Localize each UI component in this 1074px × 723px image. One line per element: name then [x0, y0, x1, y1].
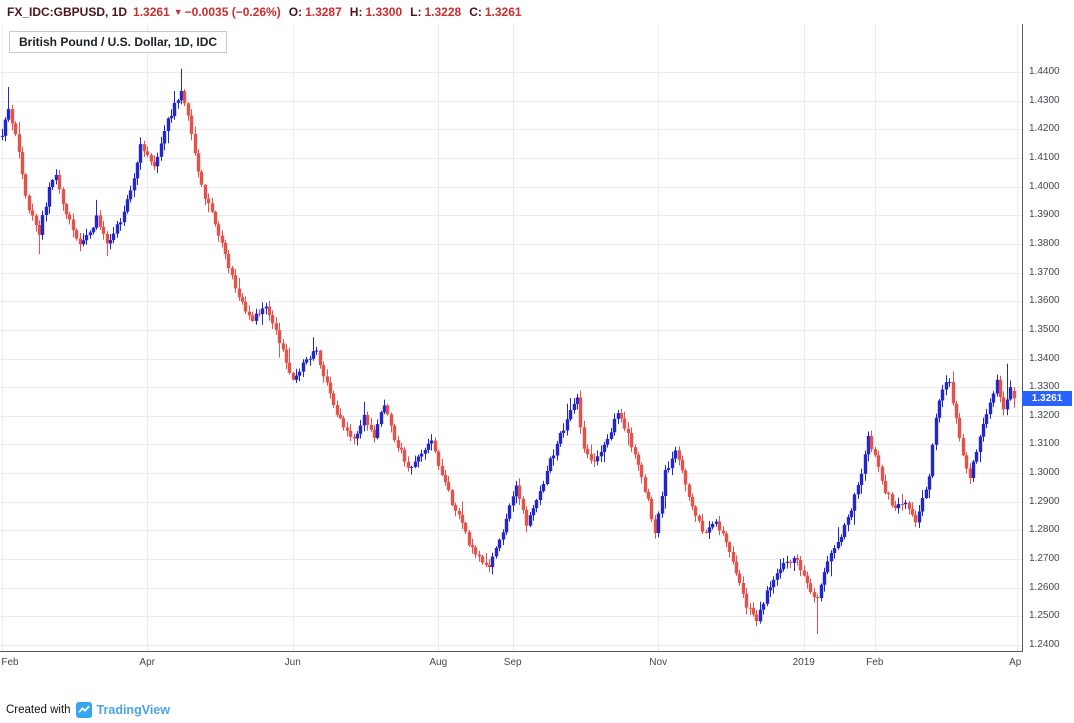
y-axis-label: 1.3100 [1029, 438, 1060, 450]
y-axis-label: 1.2400 [1029, 638, 1060, 650]
y-axis-label: 1.2700 [1029, 553, 1060, 565]
open-label: O: [288, 5, 303, 19]
x-axis-label: 2019 [792, 657, 815, 668]
candles-layer[interactable] [0, 68, 1017, 635]
high-label: H: [349, 5, 363, 19]
price-down-arrow-icon: ▼ [173, 7, 183, 17]
y-axis-label: 1.2600 [1029, 581, 1060, 593]
x-axis-label: Feb [1, 657, 19, 668]
y-axis-label: 1.2500 [1029, 610, 1060, 622]
y-axis-label: 1.3300 [1029, 381, 1060, 393]
y-axis-label: 1.3800 [1029, 237, 1060, 249]
y-axis-label: 1.3700 [1029, 266, 1060, 278]
y-axis-label: 1.2900 [1029, 495, 1060, 507]
symbol-title[interactable]: FX_IDC:GBPUSD, 1D [7, 5, 128, 19]
chart-plot-area[interactable]: British Pound / U.S. Dollar, 1D, IDC [0, 24, 1023, 652]
series-legend[interactable]: British Pound / U.S. Dollar, 1D, IDC [9, 31, 228, 53]
x-axis-label: Sep [503, 657, 522, 668]
y-axis-label: 1.4200 [1029, 123, 1060, 135]
close-value: 1.3261 [484, 5, 522, 19]
time-axis[interactable]: Feb Apr Jun Aug Sep Nov 2019 Feb Apr [0, 652, 1022, 675]
tradingview-logo-icon[interactable] [75, 702, 92, 718]
y-axis-label: 1.2800 [1029, 524, 1060, 536]
grid-layer [0, 24, 1022, 651]
tradingview-brand-link[interactable]: TradingView [96, 703, 170, 717]
last-price-value: 1.3261 [133, 5, 170, 19]
y-axis-label: 1.4000 [1029, 180, 1060, 192]
x-axis-label: Apr [139, 657, 155, 668]
x-axis-label: Jun [284, 657, 301, 668]
y-axis-label: 1.4400 [1029, 66, 1060, 78]
low-label: L: [410, 5, 422, 19]
last-price-badge: 1.3261 [1022, 390, 1072, 406]
x-axis-label: Nov [649, 657, 668, 668]
y-axis-label: 1.3000 [1029, 467, 1060, 479]
y-axis-label: 1.3500 [1029, 323, 1060, 335]
attribution-bar: Created with TradingView [6, 700, 170, 720]
y-axis-label: 1.3200 [1029, 409, 1060, 421]
x-axis-label: Aug [429, 657, 448, 668]
x-axis-label: Apr [1009, 657, 1022, 668]
open-value: 1.3287 [305, 5, 342, 19]
low-value: 1.3228 [424, 5, 462, 19]
close-label: C: [469, 5, 482, 19]
price-change-value: −0.0035 (−0.26%) [184, 5, 281, 19]
candlestick-canvas[interactable] [0, 24, 1022, 651]
high-value: 1.3300 [365, 5, 403, 19]
created-with-text: Created with [6, 704, 71, 716]
y-axis-label: 1.4100 [1029, 152, 1060, 164]
y-axis-label: 1.3900 [1029, 209, 1060, 221]
y-axis-label: 1.3600 [1029, 295, 1060, 307]
symbol-info-bar: FX_IDC:GBPUSD, 1D 1.3261 ▼ −0.0035 (−0.2… [0, 0, 1074, 24]
y-axis-label: 1.3400 [1029, 352, 1060, 364]
y-axis-label: 1.4300 [1029, 94, 1060, 106]
price-axis[interactable]: 1.4400 1.4300 1.4200 1.4100 1.4000 1.3900 1.38… [1023, 24, 1074, 651]
x-axis-label: Feb [866, 657, 884, 668]
